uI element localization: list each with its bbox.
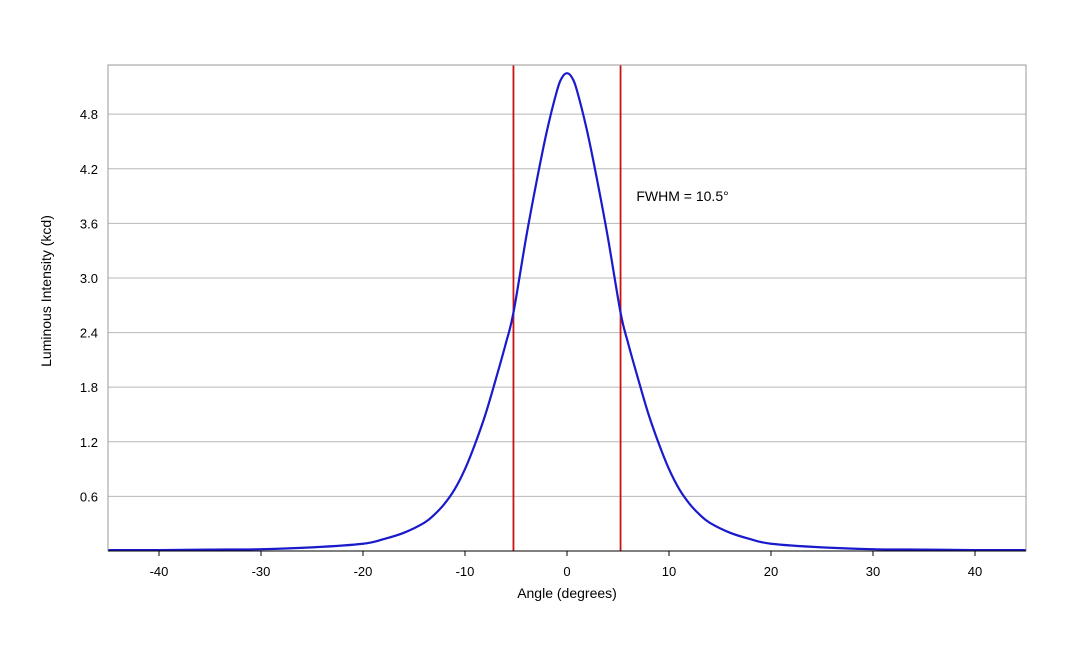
x-tick-label: 0 [563,564,570,579]
y-tick-label: 1.8 [80,380,98,395]
plot-area [108,65,1026,551]
y-ticks: 0.6 1.2 1.8 2.4 3.0 3.6 4.2 4.8 [80,107,98,504]
x-tick-label: -10 [456,564,475,579]
y-tick-label: 2.4 [80,326,98,341]
x-ticks: -40 -30 -20 -10 0 10 20 30 40 [150,551,982,579]
y-axis-label: Luminous Intensity (kcd) [38,215,54,367]
x-tick-label: 30 [866,564,880,579]
x-tick-label: 20 [764,564,778,579]
x-tick-label: -40 [150,564,169,579]
fwhm-annotation: FWHM = 10.5° [636,188,728,204]
grid-lines [108,113,1026,497]
x-tick-label: -20 [354,564,373,579]
x-tick-label: -30 [252,564,271,579]
y-tick-label: 3.0 [80,271,98,286]
y-tick-label: 4.8 [80,107,98,122]
y-tick-label: 4.2 [80,162,98,177]
x-tick-label: 40 [968,564,982,579]
y-tick-label: 0.6 [80,489,98,504]
intensity-curve [107,72,1027,552]
y-tick-label: 3.6 [80,216,98,231]
x-tick-label: 10 [662,564,676,579]
y-tick-label: 1.2 [80,435,98,450]
x-axis-label: Angle (degrees) [517,585,617,601]
